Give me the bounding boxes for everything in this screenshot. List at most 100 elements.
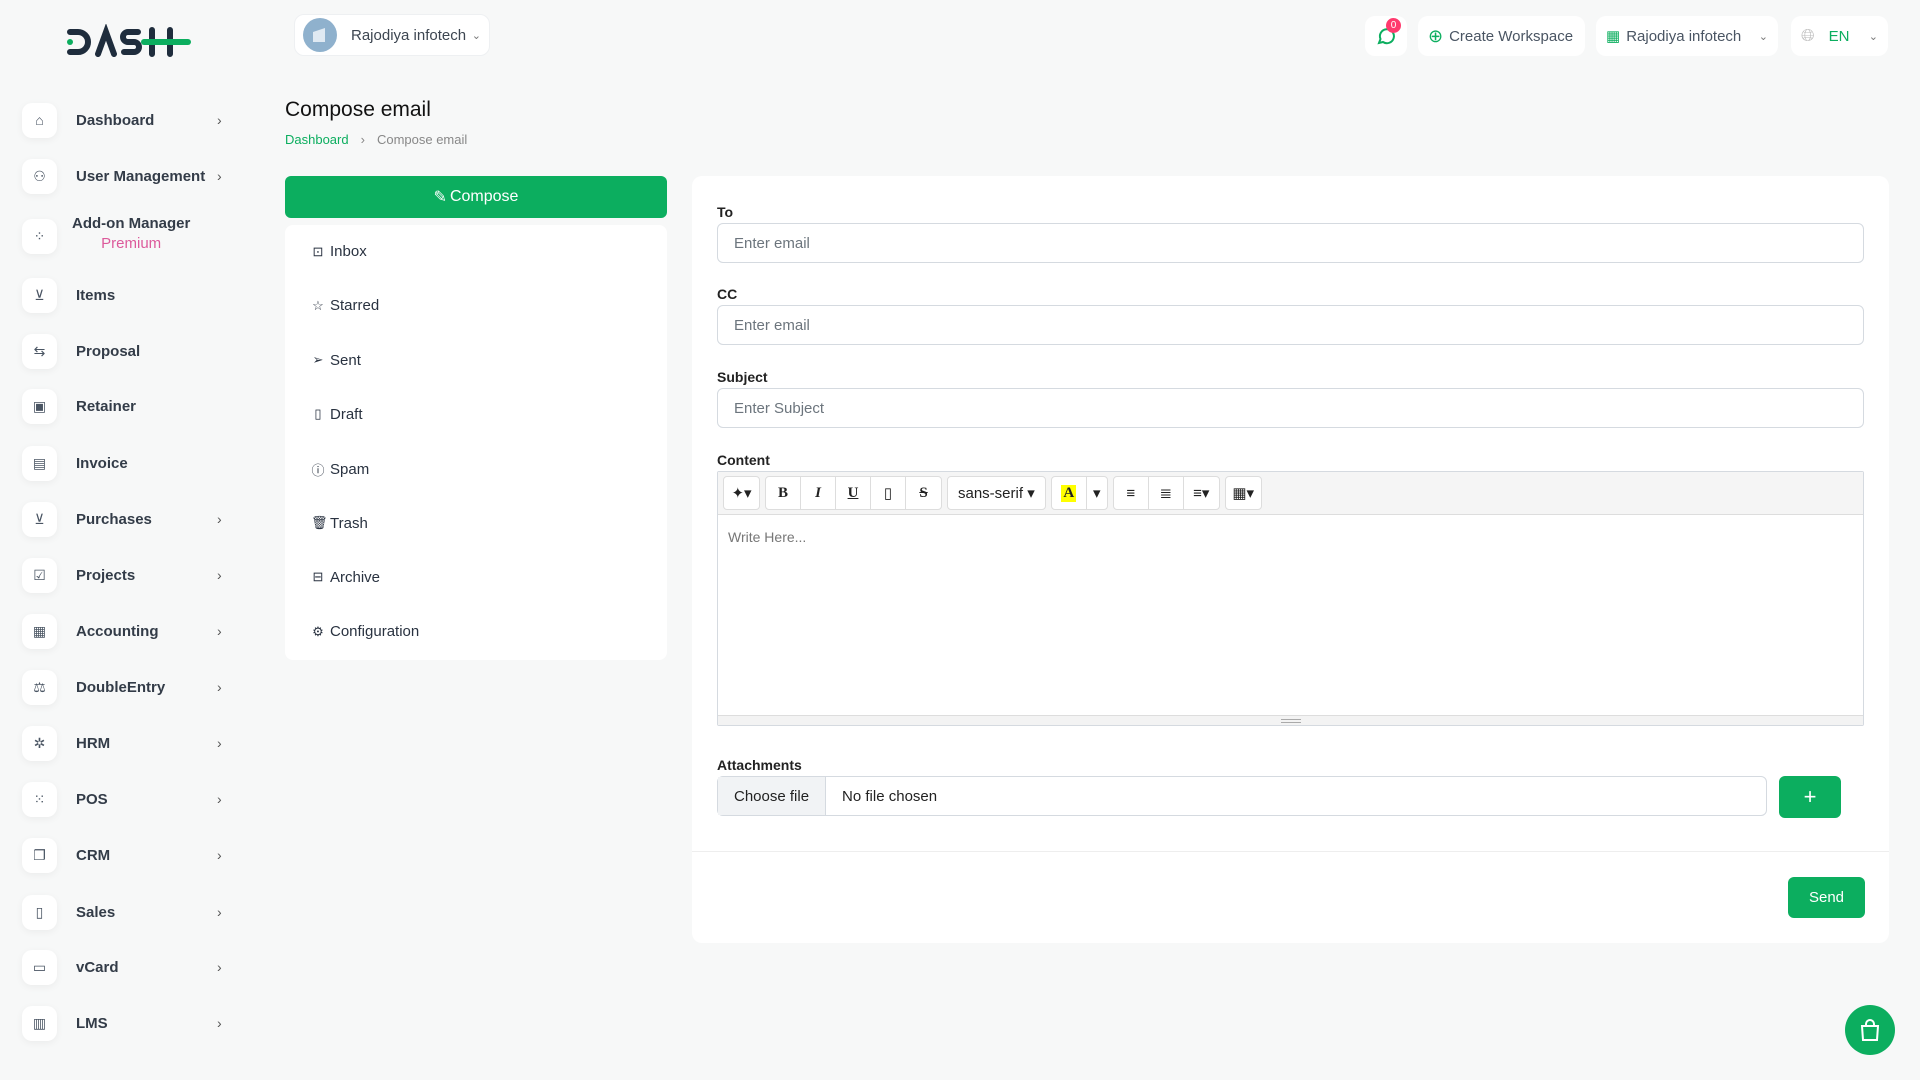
sidebar-item-label: Purchases: [76, 510, 152, 528]
sidebar-item-vcard[interactable]: ▭ vCard ›: [22, 945, 232, 989]
sidebar-item-add-on-manager[interactable]: ⁘ Add-on Manager Premium: [22, 214, 232, 258]
alert-icon: ⓘ: [311, 463, 325, 479]
sidebar-item-doubleentry[interactable]: ⚖ DoubleEntry ›: [22, 665, 232, 709]
sidebar-item-projects[interactable]: ☑ Projects ›: [22, 553, 232, 597]
sidebar-item-sales[interactable]: ▯ Sales ›: [22, 890, 232, 934]
language-label: EN: [1828, 27, 1850, 45]
folder-inbox[interactable]: ⊡ Inbox: [311, 243, 367, 260]
sidebar-item-label: Proposal: [76, 342, 141, 360]
sidebar-item-label: Sales: [76, 903, 116, 921]
folder-draft[interactable]: ▯ Draft: [311, 405, 363, 423]
sidebar-item-retainer[interactable]: ▣ Retainer: [22, 384, 232, 428]
magic-style-icon[interactable]: ✦▾: [731, 485, 752, 502]
notification-badge: 0: [1386, 18, 1401, 33]
replace-icon: ⇆: [22, 333, 57, 369]
to-input[interactable]: [717, 223, 1864, 263]
workspace-switcher[interactable]: Rajodiya infotech ⌄: [294, 14, 490, 56]
file-icon: ▯: [22, 894, 57, 930]
layout-icon: ▦: [22, 613, 57, 649]
sidebar-item-label: LMS: [76, 1014, 108, 1032]
sidebar-item-label: Invoice: [76, 454, 128, 472]
create-workspace-button[interactable]: ⊕ Create Workspace: [1418, 16, 1585, 56]
font-family-dropdown[interactable]: sans-serif ▾: [958, 484, 1035, 503]
sidebar-item-invoice[interactable]: ▤ Invoice: [22, 441, 232, 485]
trash-icon: 🗑︎: [311, 515, 328, 530]
color-dropdown[interactable]: ▾: [1092, 485, 1101, 502]
sidebar-item-label: HRM: [76, 734, 111, 752]
chevron-right-icon: ›: [217, 567, 222, 583]
mail-folder-list: ⊡ Inbox ☆ Starred ➢ Sent ▯ Draft ⓘ Spam 🗑︎ Trash ⊟ Ar…: [285, 225, 667, 660]
rich-text-editor: ✦▾ B I U ▯ S sans-serif ▾ A ▾ ≡ ≣ ≡▾ ▦▾ Write H…: [717, 471, 1864, 726]
sidebar-item-label: Projects: [76, 566, 136, 584]
bold-button[interactable]: B: [766, 477, 801, 509]
file-input[interactable]: Choose file No file chosen: [717, 776, 1767, 816]
folder-archive[interactable]: ⊟ Archive: [311, 569, 380, 586]
folder-label: Trash: [330, 514, 368, 532]
to-label: To: [717, 204, 734, 220]
sidebar-item-lms[interactable]: ▥ LMS ›: [22, 1001, 232, 1045]
language-dropdown[interactable]: 🌐︎ EN ⌄: [1791, 16, 1888, 56]
send-button[interactable]: Send: [1788, 877, 1865, 918]
premium-badge: Premium: [101, 235, 162, 252]
underline-button[interactable]: U: [836, 477, 871, 509]
gear-icon: ⚙: [312, 623, 324, 639]
folder-trash[interactable]: 🗑︎ Trash: [311, 515, 368, 532]
shopping-bag-icon: [1860, 1019, 1880, 1041]
sidebar-item-user-management[interactable]: ⚇ User Management ›: [22, 154, 232, 198]
editor-toolbar: ✦▾ B I U ▯ S sans-serif ▾ A ▾ ≡ ≣ ≡▾ ▦▾: [718, 472, 1863, 515]
editor-resize-handle[interactable]: [718, 715, 1863, 725]
sidebar-item-items[interactable]: ⊻ Items: [22, 273, 232, 317]
subject-input[interactable]: [717, 388, 1864, 428]
company-dropdown[interactable]: ▦ Rajodiya infotech ⌄: [1596, 16, 1778, 56]
messages-button[interactable]: 0: [1365, 16, 1407, 56]
italic-button[interactable]: I: [801, 477, 836, 509]
numbered-list-icon[interactable]: ≣: [1149, 477, 1184, 509]
sidebar-item-crm[interactable]: ❐ CRM ›: [22, 833, 232, 877]
sidebar-item-purchases[interactable]: ⊻ Purchases ›: [22, 497, 232, 541]
folder-sent[interactable]: ➢ Sent: [311, 352, 361, 369]
sidebar-item-dashboard[interactable]: ⌂ Dashboard ›: [22, 98, 232, 142]
sidebar-item-label: CRM: [76, 846, 111, 864]
sidebar-item-pos[interactable]: ⁙ POS ›: [22, 777, 232, 821]
folder-spam[interactable]: ⓘ Spam: [311, 460, 369, 479]
bullet-list-icon[interactable]: ≡: [1114, 477, 1149, 509]
sidebar-item-label: vCard: [76, 958, 119, 976]
sidebar-item-label: Accounting: [76, 622, 159, 640]
grid-dots-icon: ⁙: [22, 781, 57, 817]
folder-label: Draft: [330, 405, 363, 423]
sidebar-item-hrm[interactable]: ✲ HRM ›: [22, 721, 232, 765]
strikethrough-button[interactable]: S: [919, 484, 928, 501]
globe-icon: 🌐︎: [1801, 26, 1815, 45]
breadcrumb-dashboard[interactable]: Dashboard: [285, 132, 349, 147]
cc-input[interactable]: [717, 305, 1864, 345]
create-workspace-label: Create Workspace: [1449, 27, 1574, 45]
align-dropdown[interactable]: ≡▾: [1193, 485, 1210, 502]
font-family-value: sans-serif: [958, 484, 1024, 502]
folder-configuration[interactable]: ⚙ Configuration: [311, 623, 419, 640]
cart-button[interactable]: [1845, 1005, 1895, 1055]
stack-icon: ❐: [22, 837, 57, 873]
content-editor[interactable]: Write Here...: [728, 529, 807, 545]
card-icon: ▭: [22, 949, 57, 985]
sidebar-item-label: DoubleEntry: [76, 678, 166, 696]
workspace-name: Rajodiya infotech: [351, 26, 467, 44]
add-attachment-button[interactable]: +: [1779, 776, 1841, 818]
chevron-right-icon: ›: [217, 511, 222, 527]
folder-starred[interactable]: ☆ Starred: [311, 297, 379, 314]
star-icon: ☆: [312, 297, 324, 313]
sidebar-item-proposal[interactable]: ⇆ Proposal: [22, 329, 232, 373]
choose-file-button[interactable]: Choose file: [718, 777, 827, 815]
highlight-color-button[interactable]: A: [1052, 477, 1087, 509]
breadcrumb-current: Compose email: [376, 132, 468, 147]
sidebar-item-label: Retainer: [76, 397, 137, 415]
compose-button[interactable]: ✎ Compose: [285, 176, 667, 218]
table-icon[interactable]: ▦▾: [1232, 485, 1255, 502]
workspace-avatar-icon: [303, 18, 337, 52]
eraser-icon[interactable]: ▯: [871, 477, 906, 509]
plus-circle-icon: ⊕: [1428, 25, 1444, 46]
chevron-right-icon: ›: [360, 132, 365, 147]
breadcrumb: Dashboard › Compose email: [285, 132, 467, 147]
sidebar-item-label: POS: [76, 790, 108, 808]
folder-label: Archive: [330, 568, 381, 586]
sidebar-item-accounting[interactable]: ▦ Accounting ›: [22, 609, 232, 653]
